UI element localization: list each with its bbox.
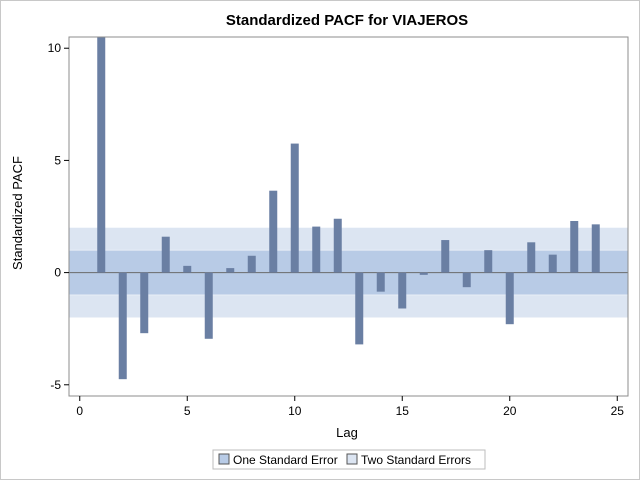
x-tick-label: 0 — [76, 404, 83, 418]
y-tick-label: 10 — [48, 41, 62, 55]
pacf-bar — [570, 220, 579, 273]
pacf-bar — [355, 272, 364, 345]
pacf-bar — [290, 143, 299, 273]
y-tick-label: -5 — [50, 378, 61, 392]
pacf-bar — [484, 250, 493, 273]
legend-label: Two Standard Errors — [361, 453, 471, 467]
pacf-bar — [312, 226, 321, 273]
y-axis-label: Standardized PACF — [10, 156, 25, 270]
legend: One Standard Error Two Standard Errors — [212, 449, 486, 470]
y-tick-label: 0 — [54, 266, 61, 280]
x-axis-label: Lag — [336, 425, 358, 440]
pacf-bar — [140, 272, 149, 334]
pacf-bar — [204, 272, 213, 339]
x-tick-label: 10 — [288, 404, 302, 418]
pacf-bar — [548, 254, 557, 273]
pacf-bar — [441, 240, 450, 273]
x-tick-label: 15 — [396, 404, 410, 418]
pacf-bar — [226, 268, 235, 273]
pacf-bar — [183, 265, 192, 273]
x-tick-label: 20 — [503, 404, 517, 418]
x-tick-label: 5 — [184, 404, 191, 418]
y-tick-label: 5 — [54, 153, 61, 167]
pacf-bar — [505, 272, 514, 325]
pacf-bar — [591, 224, 600, 273]
pacf-bar — [419, 272, 428, 275]
pacf-bar — [118, 272, 127, 380]
pacf-bar — [376, 272, 385, 292]
x-tick-label: 25 — [611, 404, 625, 418]
pacf-bar — [398, 272, 407, 309]
chart-title: Standardized PACF for VIAJEROS — [226, 12, 468, 29]
pacf-bar — [97, 37, 106, 273]
legend-swatch-one-standard-error — [218, 453, 230, 465]
pacf-bar — [333, 218, 342, 273]
pacf-bar — [161, 236, 170, 273]
pacf-bar — [269, 190, 278, 273]
plot-area: -5 0 5 10 0 5 10 15 20 25 — [48, 36, 629, 418]
legend-label: One Standard Error — [233, 453, 338, 467]
legend-swatch-two-standard-errors — [346, 453, 358, 465]
pacf-bar — [462, 272, 471, 288]
pacf-bar — [527, 242, 536, 273]
pacf-bar — [247, 255, 256, 273]
plot-border — [68, 36, 629, 397]
